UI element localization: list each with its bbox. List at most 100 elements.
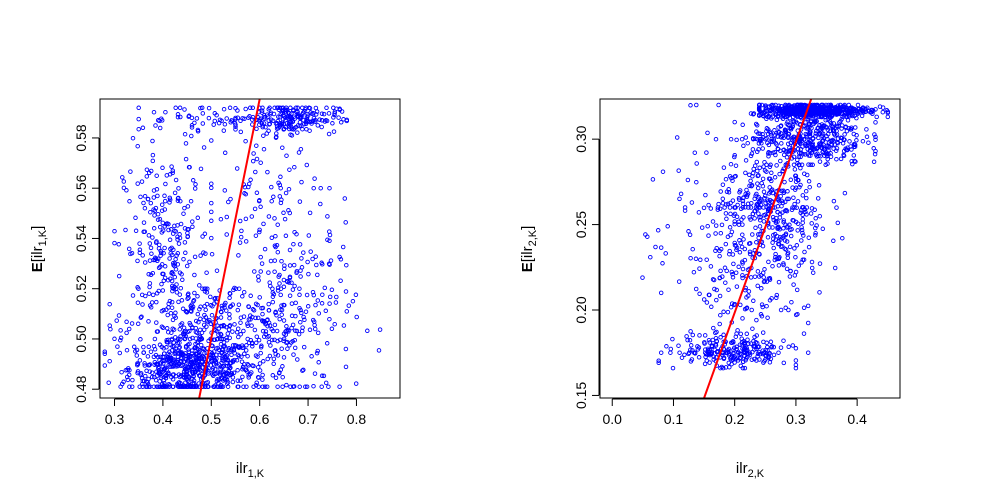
panel-2-point-1486 — [718, 312, 723, 318]
panel-1-point-1597 — [237, 218, 243, 224]
panel-1-point-563 — [209, 312, 215, 318]
panel-1-point-1114 — [287, 263, 293, 268]
panel-2-point-1140 — [730, 178, 735, 183]
panel-1-point-866 — [144, 167, 150, 172]
panel-2-point-1341 — [789, 299, 794, 305]
panel-1-point-1032 — [177, 235, 183, 241]
panel-2-point-1434 — [767, 277, 773, 282]
panel-1-point-712 — [303, 309, 309, 314]
panel-2-point-536 — [823, 117, 828, 123]
panel-1-point-1397 — [266, 107, 271, 112]
panel-1-point-704 — [135, 370, 140, 376]
panel-1-point-576 — [232, 357, 237, 363]
panel-1-point-263 — [141, 344, 146, 350]
panel-1-point-792 — [173, 315, 178, 320]
panel-2-point-1071 — [834, 205, 839, 210]
panel-2-point-1479 — [759, 302, 765, 307]
panel-1-point-777 — [240, 345, 245, 351]
panel-2-point-854 — [774, 142, 779, 147]
panel-1-y-tick-label-4: 0.56 — [73, 174, 89, 201]
panel-1-point-903 — [152, 213, 157, 218]
panel-2-point-1265 — [782, 199, 788, 205]
panel-1-point-1133 — [315, 330, 321, 336]
panel-1-point-1209 — [304, 292, 310, 298]
panel-2-point-1235 — [749, 151, 755, 156]
panel-1-point-1428 — [332, 112, 337, 118]
panel-1-point-348 — [175, 383, 181, 389]
panel-1-point-1148 — [218, 323, 224, 329]
panel-1-point-1191 — [329, 326, 335, 332]
panel-1-point-707 — [150, 292, 156, 298]
panel-1-point-1251 — [284, 382, 289, 388]
panel-1-point-1180 — [284, 324, 289, 329]
panel-1-point-222 — [242, 351, 247, 357]
panel-1-point-1549 — [299, 179, 304, 185]
panel-1-point-1556 — [209, 209, 214, 215]
panel-1-point-1567 — [281, 210, 286, 216]
panel-1-point-506 — [144, 384, 150, 389]
panel-1-point-1317 — [280, 384, 285, 389]
panel-2-point-1378 — [805, 350, 811, 355]
panel-2-point-1217 — [794, 287, 800, 293]
panel-1-point-571 — [297, 286, 302, 291]
panel-1-point-1185 — [281, 318, 287, 323]
panel-1-point-445 — [161, 378, 167, 383]
panel-2-point-1747 — [708, 264, 714, 269]
panel-1-point-1497 — [233, 115, 238, 121]
panel-2-point-1332 — [800, 220, 805, 225]
panel-1-point-237 — [253, 340, 259, 346]
panel-1-point-1199 — [272, 269, 277, 274]
panel-2-point-1726 — [723, 241, 729, 247]
panel-1-point-1316 — [246, 304, 251, 309]
panel-1-point-326 — [185, 342, 191, 348]
panel-1-point-1096 — [118, 335, 124, 341]
panel-1-point-1301 — [305, 259, 310, 265]
panel-1-point-782 — [255, 374, 261, 380]
panel-1-point-1664 — [221, 106, 227, 112]
panel-1-point-1624 — [224, 116, 229, 121]
panel-2-point-1451 — [693, 286, 699, 292]
panel-1-point-762 — [171, 340, 176, 345]
panel-2-point-993 — [730, 198, 736, 203]
panel-1-point-772 — [277, 316, 282, 322]
panel-2-point-1405 — [723, 211, 729, 216]
panel-2-point-1735 — [701, 205, 707, 211]
panel-1-point-1313 — [274, 328, 280, 334]
panel-1-point-957 — [123, 227, 128, 233]
panel-1-point-260 — [245, 353, 250, 359]
panel-1-x-tick-label-0: 0.3 — [105, 411, 125, 427]
panel-1-point-1596 — [269, 198, 274, 204]
panel-2-point-1096 — [749, 183, 754, 189]
panel-2-point-1312 — [788, 268, 793, 274]
panel-1-point-266 — [201, 355, 207, 360]
panel-1-point-1527 — [222, 150, 228, 156]
panel-2-point-1415 — [727, 225, 733, 230]
panel-1-point-1116 — [264, 384, 270, 389]
panel-1-point-1304 — [313, 302, 318, 308]
panel-2-point-851 — [766, 113, 771, 119]
panel-1-point-1239 — [343, 346, 349, 352]
panel-2-point-1749 — [705, 130, 710, 136]
panel-1-point-1157 — [340, 244, 346, 250]
panel-1-point-680 — [263, 329, 269, 334]
panel-1-point-802 — [200, 286, 205, 291]
panel-2-point-546 — [750, 147, 756, 152]
panel-2-point-476 — [854, 108, 859, 114]
panel-1-point-1134 — [315, 298, 321, 303]
panel-1-point-1192 — [260, 305, 266, 311]
panel-1-point-1054 — [135, 361, 141, 367]
panel-1-point-1040 — [157, 224, 163, 230]
panel-2-point-731 — [852, 158, 857, 164]
panel-1-point-1159 — [252, 269, 257, 274]
panel-2-point-1493 — [785, 250, 791, 256]
panel-1-point-336 — [222, 354, 228, 359]
panel-1-point-756 — [217, 352, 222, 358]
panel-1-point-837 — [254, 334, 260, 339]
panel-1-point-1150 — [278, 292, 283, 298]
panel-2-point-1320 — [777, 211, 783, 217]
panel-1-point-1240 — [327, 294, 333, 300]
panel-2-point-1133 — [757, 198, 762, 204]
panel-1-point-1516 — [310, 118, 315, 124]
panel-1-point-902 — [161, 250, 166, 256]
panel-2-point-815 — [775, 114, 781, 120]
